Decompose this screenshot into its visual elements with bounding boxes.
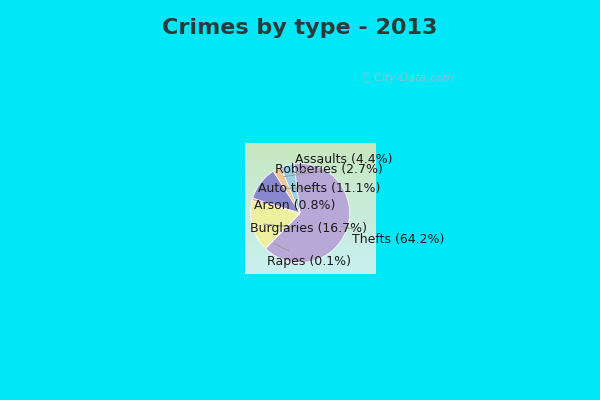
Text: ⓘ City-Data.com: ⓘ City-Data.com: [364, 73, 453, 83]
Text: Robberies (2.7%): Robberies (2.7%): [275, 164, 383, 177]
Wedge shape: [274, 167, 300, 213]
Wedge shape: [281, 164, 300, 213]
Wedge shape: [266, 164, 350, 262]
Wedge shape: [252, 198, 300, 213]
Wedge shape: [253, 171, 300, 213]
Wedge shape: [250, 200, 300, 248]
Text: Assaults (4.4%): Assaults (4.4%): [292, 153, 392, 173]
Text: Arson (0.8%): Arson (0.8%): [254, 199, 336, 212]
Text: Auto thefts (11.1%): Auto thefts (11.1%): [258, 182, 380, 195]
Text: Rapes (0.1%): Rapes (0.1%): [268, 243, 352, 268]
Text: Thefts (64.2%): Thefts (64.2%): [341, 226, 445, 246]
Wedge shape: [265, 213, 300, 248]
Text: Burglaries (16.7%): Burglaries (16.7%): [250, 222, 367, 235]
Text: Crimes by type - 2013: Crimes by type - 2013: [163, 18, 437, 38]
